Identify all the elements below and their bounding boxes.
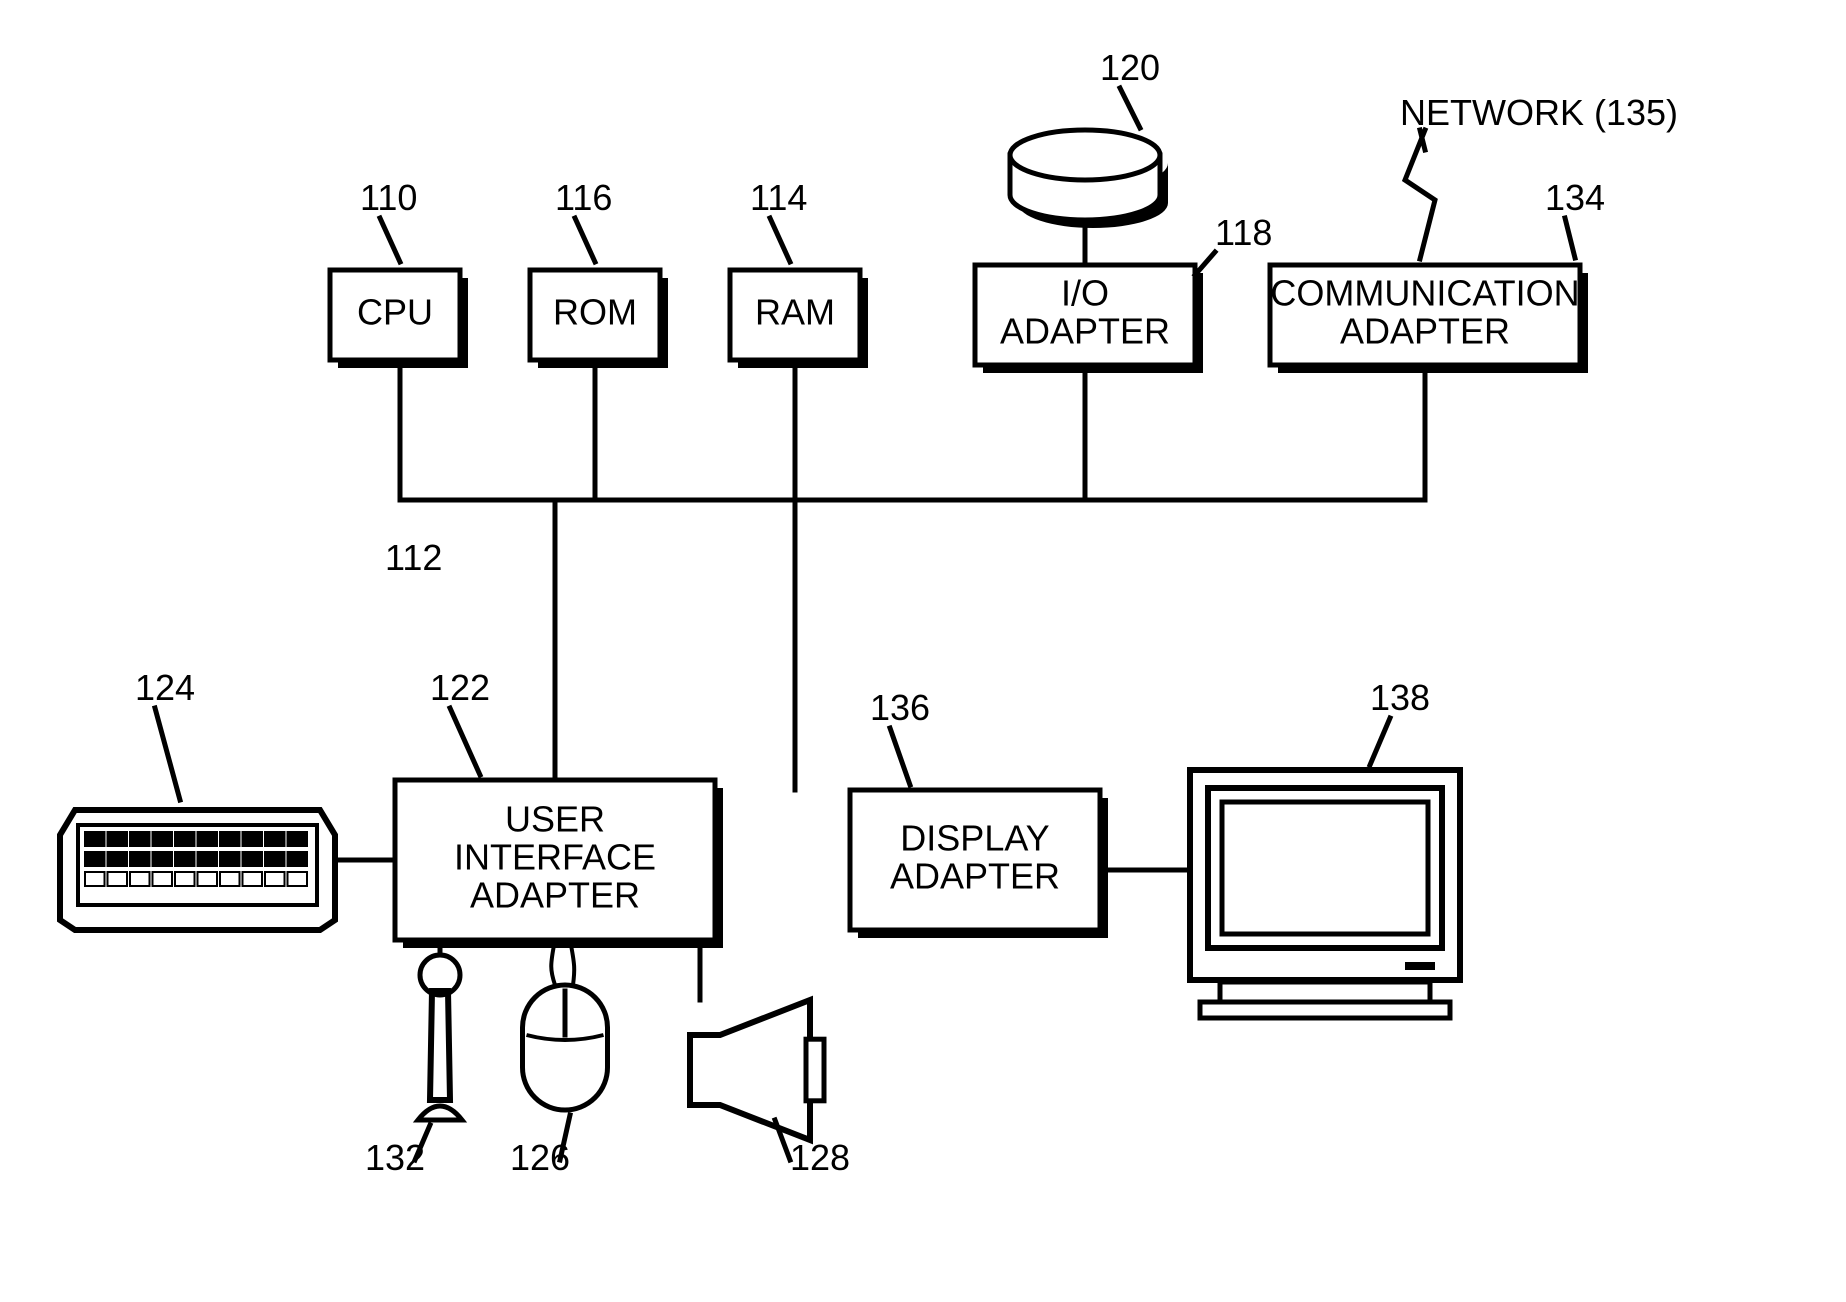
ref-132: 132 — [365, 1125, 430, 1178]
disp_adapter-box: DISPLAYADAPTER — [850, 790, 1108, 938]
svg-text:110: 110 — [360, 177, 417, 218]
monitor-icon — [1100, 770, 1460, 1018]
ref-126: 126 — [510, 1115, 570, 1178]
mouse-icon — [523, 940, 608, 1110]
keyboard-icon — [60, 810, 395, 930]
comm_adapter-box: COMMUNICATIONADAPTER — [1270, 265, 1588, 373]
svg-text:INTERFACE: INTERFACE — [454, 837, 656, 878]
ref-114: 114 — [750, 177, 807, 262]
svg-text:124: 124 — [135, 667, 195, 708]
microphone-icon — [418, 940, 462, 1120]
svg-text:ADAPTER: ADAPTER — [1000, 310, 1170, 351]
system-block-diagram: 112CPU110ROM116RAM114I/OADAPTER118COMMUN… — [0, 0, 1846, 1302]
svg-text:NETWORK (135): NETWORK (135) — [1400, 92, 1678, 133]
svg-text:122: 122 — [430, 667, 490, 708]
svg-text:I/O: I/O — [1061, 273, 1109, 314]
svg-text:118: 118 — [1215, 212, 1272, 253]
ref-124: 124 — [135, 667, 195, 800]
svg-text:DISPLAY: DISPLAY — [900, 818, 1049, 859]
speaker-icon — [690, 940, 824, 1140]
svg-text:ADAPTER: ADAPTER — [1340, 310, 1510, 351]
ref-136: 136 — [870, 687, 930, 785]
rom-box: ROM — [530, 270, 668, 368]
svg-text:CPU: CPU — [357, 292, 433, 333]
svg-text:RAM: RAM — [755, 292, 835, 333]
io_adapter-box: I/OADAPTER — [975, 265, 1203, 373]
svg-text:COMMUNICATION: COMMUNICATION — [1270, 273, 1579, 314]
svg-text:128: 128 — [790, 1137, 850, 1178]
disk-icon — [1010, 130, 1168, 265]
svg-text:ADAPTER: ADAPTER — [470, 874, 640, 915]
svg-text:120: 120 — [1100, 47, 1160, 88]
ref-116: 116 — [555, 177, 612, 262]
svg-text:USER: USER — [505, 799, 605, 840]
svg-text:114: 114 — [750, 177, 807, 218]
svg-text:138: 138 — [1370, 677, 1430, 718]
ref-118: 118 — [1195, 212, 1272, 275]
ref-134: 134 — [1545, 177, 1605, 258]
svg-text:116: 116 — [555, 177, 612, 218]
svg-text:ADAPTER: ADAPTER — [890, 855, 1060, 896]
ref-122: 122 — [430, 667, 490, 775]
svg-text:134: 134 — [1545, 177, 1605, 218]
ui_adapter-box: USERINTERFACEADAPTER — [395, 780, 723, 948]
svg-text:136: 136 — [870, 687, 930, 728]
ref-110: 110 — [360, 177, 417, 262]
ref-120: 120 — [1100, 47, 1160, 128]
ref-138: 138 — [1370, 677, 1430, 765]
ram-box: RAM — [730, 270, 868, 368]
svg-text:112: 112 — [385, 537, 442, 578]
cpu-box: CPU — [330, 270, 468, 368]
svg-text:ROM: ROM — [553, 292, 637, 333]
